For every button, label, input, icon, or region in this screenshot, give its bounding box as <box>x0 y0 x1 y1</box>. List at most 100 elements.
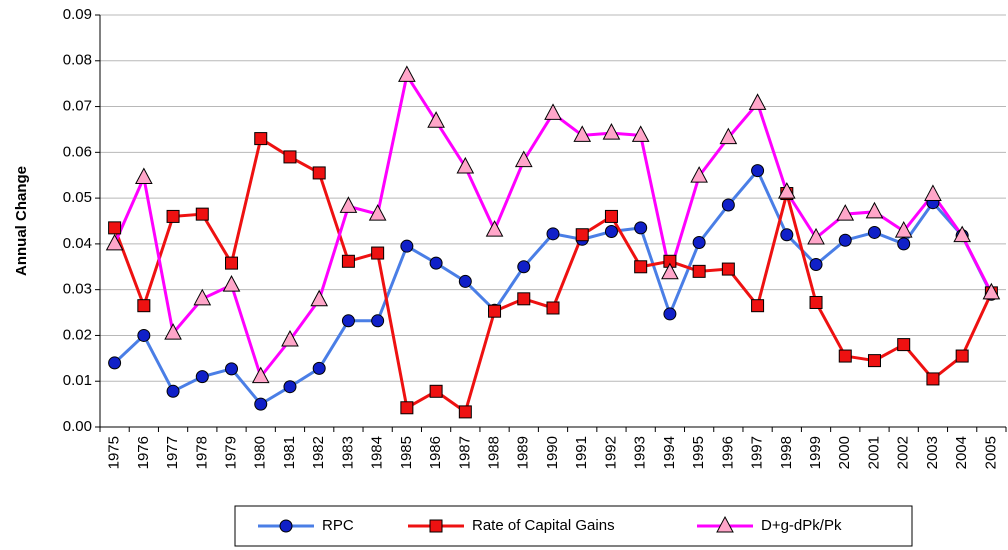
marker <box>751 164 765 178</box>
x-tick-label: 1991 <box>573 436 590 469</box>
y-tick-label: 0.00 <box>63 418 92 435</box>
legend-label: D+g-dPk/Pk <box>761 517 842 534</box>
series-markers <box>105 65 1001 384</box>
y-axis-label: Annual Change <box>13 166 30 276</box>
marker <box>137 328 151 342</box>
marker <box>809 257 823 271</box>
marker <box>836 204 855 221</box>
marker <box>867 225 881 239</box>
series-markers <box>108 164 998 411</box>
marker <box>485 220 504 237</box>
marker <box>926 372 940 386</box>
marker <box>254 397 268 411</box>
marker <box>517 292 531 306</box>
marker <box>544 103 562 120</box>
marker <box>634 221 648 235</box>
x-tick-label: 1980 <box>252 436 269 469</box>
marker <box>719 127 738 145</box>
marker <box>371 314 385 328</box>
marker <box>193 288 212 306</box>
marker <box>283 150 297 164</box>
marker <box>281 329 299 347</box>
marker <box>721 262 735 276</box>
marker <box>166 384 180 398</box>
legend-marker <box>716 515 734 533</box>
x-tick-label: 2002 <box>895 436 912 469</box>
marker <box>400 401 414 415</box>
marker <box>807 227 825 245</box>
marker <box>546 301 560 315</box>
y-tick-label: 0.09 <box>63 6 92 23</box>
marker <box>690 166 708 183</box>
marker <box>897 237 911 251</box>
marker <box>225 362 239 376</box>
x-tick-label: 1987 <box>456 436 473 469</box>
y-tick-label: 0.02 <box>63 326 92 343</box>
marker <box>429 384 443 398</box>
marker <box>310 289 329 307</box>
marker <box>838 349 852 363</box>
x-tick-label: 2000 <box>836 436 853 469</box>
marker <box>751 299 765 313</box>
legend-label: RPC <box>322 517 354 534</box>
y-tick-label: 0.03 <box>63 281 92 298</box>
marker <box>137 299 151 313</box>
marker <box>225 256 239 270</box>
x-tick-label: 1990 <box>544 436 561 469</box>
marker <box>777 182 796 199</box>
marker <box>955 349 969 363</box>
marker <box>780 228 794 242</box>
marker <box>458 405 472 419</box>
legend-marker <box>429 519 443 533</box>
x-tick-label: 1977 <box>164 436 181 469</box>
marker <box>663 307 677 321</box>
marker <box>982 282 1001 300</box>
marker <box>953 225 971 243</box>
legend-label: Rate of Capital Gains <box>472 517 615 534</box>
x-tick-label: 1989 <box>515 436 532 469</box>
legend-box <box>234 505 913 547</box>
x-tick-label: 1976 <box>135 436 152 469</box>
marker <box>427 111 445 128</box>
x-tick-label: 2004 <box>953 436 970 469</box>
x-tick-label: 1982 <box>310 436 327 469</box>
x-tick-label: 1985 <box>398 436 415 469</box>
marker <box>809 295 823 309</box>
marker <box>514 150 533 168</box>
marker <box>602 123 621 140</box>
x-tick-label: 1996 <box>719 436 736 469</box>
marker <box>604 209 618 223</box>
marker <box>195 370 209 384</box>
marker <box>254 132 268 146</box>
marker <box>105 233 124 251</box>
marker <box>164 323 182 340</box>
x-tick-label: 1983 <box>339 436 356 469</box>
y-tick-label: 0.08 <box>63 52 92 69</box>
marker <box>398 65 416 82</box>
marker <box>865 201 884 219</box>
y-tick-label: 0.06 <box>63 143 92 160</box>
marker <box>546 227 560 241</box>
marker <box>692 264 706 278</box>
marker <box>897 338 911 352</box>
marker <box>135 167 153 185</box>
marker <box>924 184 942 201</box>
marker <box>251 366 270 384</box>
marker <box>692 236 706 250</box>
y-tick-label: 0.04 <box>63 235 92 252</box>
y-tick-label: 0.05 <box>63 189 92 206</box>
marker <box>341 314 355 328</box>
marker <box>429 256 443 270</box>
x-tick-label: 1988 <box>486 436 503 469</box>
marker <box>312 166 326 180</box>
x-tick-label: 1979 <box>222 436 239 469</box>
marker <box>166 209 180 223</box>
marker <box>312 361 326 375</box>
series-line <box>113 136 993 415</box>
series-line <box>113 71 993 380</box>
marker <box>222 275 241 292</box>
marker <box>867 354 881 368</box>
y-tick-label: 0.07 <box>63 98 92 115</box>
marker <box>517 260 531 274</box>
marker <box>721 198 735 212</box>
